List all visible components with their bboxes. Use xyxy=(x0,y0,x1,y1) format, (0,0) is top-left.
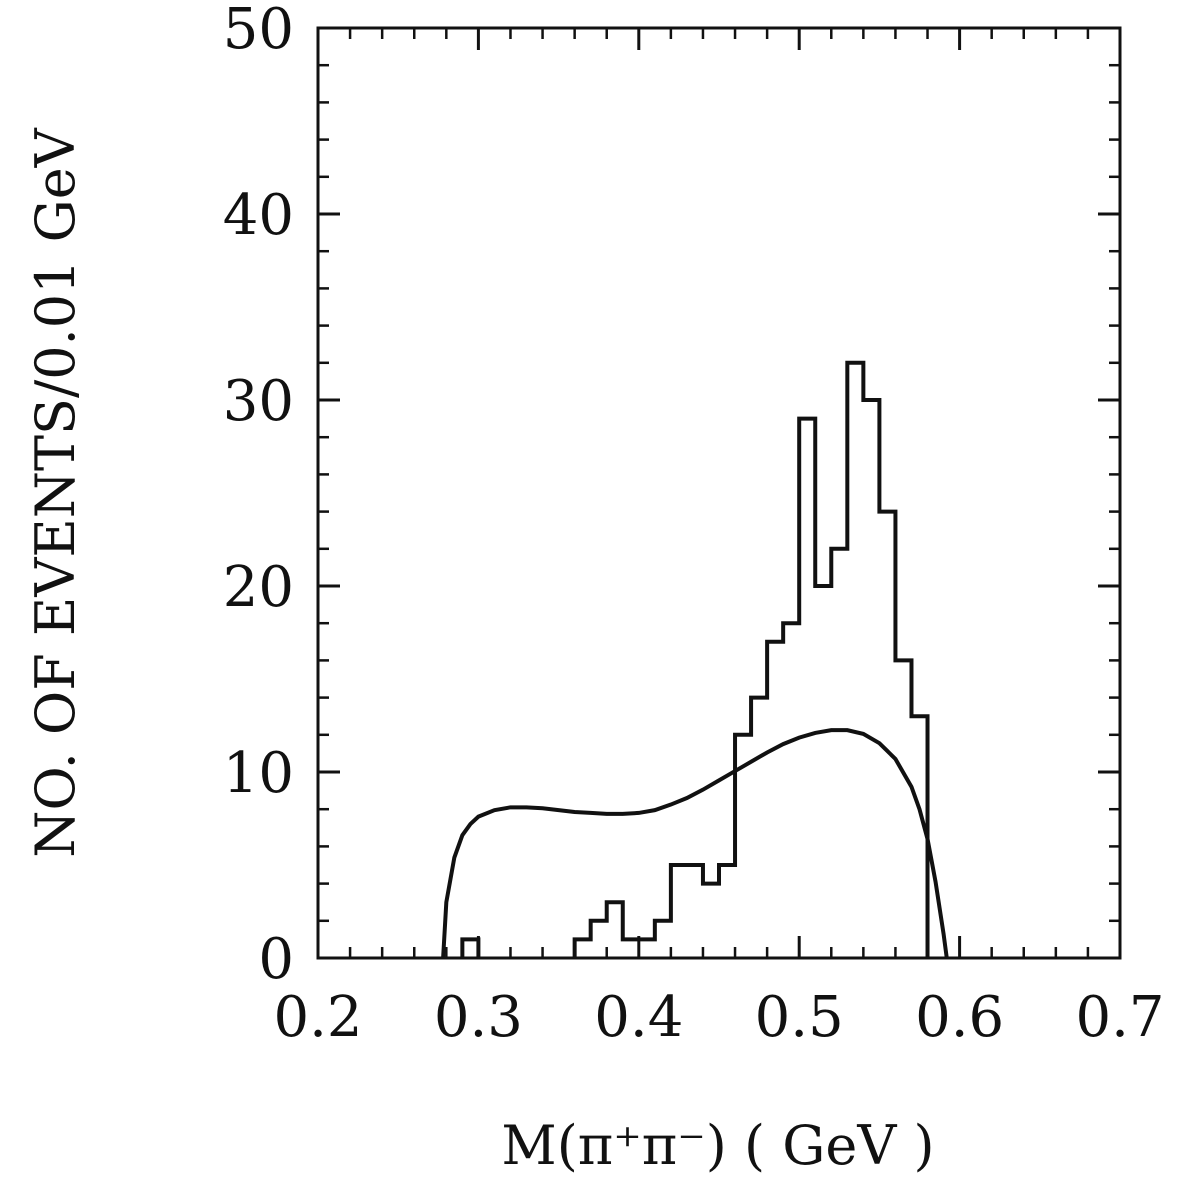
histogram-bin-18 xyxy=(847,363,863,958)
histogram-bin-7 xyxy=(671,865,687,958)
histogram-bin-1 xyxy=(575,939,591,958)
histogram-bin-4 xyxy=(623,939,639,958)
y-tick-label-3: 30 xyxy=(223,369,294,434)
histogram-bin-3 xyxy=(607,902,623,958)
y-axis-title: NO. OF EVENTS/0.01 GeV xyxy=(24,127,87,857)
y-tick-label-1: 10 xyxy=(223,741,294,806)
histogram-bin-10 xyxy=(719,865,735,958)
x-tick-label-0: 0.2 xyxy=(273,985,362,1050)
histogram-bin-20 xyxy=(879,512,895,958)
x-tick-label-2: 0.4 xyxy=(594,985,683,1050)
histogram-bin-9 xyxy=(703,884,719,958)
histogram-bin-21 xyxy=(895,660,911,958)
histogram-bins xyxy=(462,363,927,958)
histogram-bin-16 xyxy=(815,586,831,958)
histogram-bin-12 xyxy=(751,698,767,958)
x-axis-title: M(π⁺π⁻) ( GeV ) xyxy=(501,1114,934,1177)
x-tick-label-1: 0.3 xyxy=(434,985,523,1050)
histogram-bin-19 xyxy=(863,400,879,958)
y-tick-label-5: 50 xyxy=(223,0,294,62)
x-minor-ticks xyxy=(348,28,1090,958)
histogram-bin-5 xyxy=(639,939,655,958)
y-tick-label-4: 40 xyxy=(223,183,294,248)
histogram-bin-6 xyxy=(655,921,671,958)
histogram-bin-15 xyxy=(799,419,815,958)
histogram-bin-8 xyxy=(687,865,703,958)
histogram-bin-14 xyxy=(783,623,799,958)
histogram-bin-2 xyxy=(591,921,607,958)
histogram-bin-0 xyxy=(462,939,478,958)
x-major-ticks xyxy=(316,28,1122,958)
y-tick-labels: 0 10 20 30 40 50 xyxy=(223,0,294,992)
histogram-bin-13 xyxy=(767,642,783,958)
histogram-bin-17 xyxy=(831,549,847,958)
y-tick-label-2: 20 xyxy=(223,555,294,620)
histogram-outline xyxy=(460,360,930,958)
x-tick-labels: 0.2 0.3 0.4 0.5 0.6 0.7 xyxy=(273,985,1164,1050)
x-tick-label-3: 0.5 xyxy=(755,985,844,1050)
x-tick-label-4: 0.6 xyxy=(915,985,1004,1050)
x-tick-label-5: 0.7 xyxy=(1075,985,1164,1050)
y-major-ticks xyxy=(318,26,1120,960)
y-minor-ticks xyxy=(318,63,1120,923)
phase-space-curve xyxy=(441,728,949,959)
y-tick-label-0: 0 xyxy=(258,927,294,992)
plot-frame xyxy=(316,26,1122,960)
